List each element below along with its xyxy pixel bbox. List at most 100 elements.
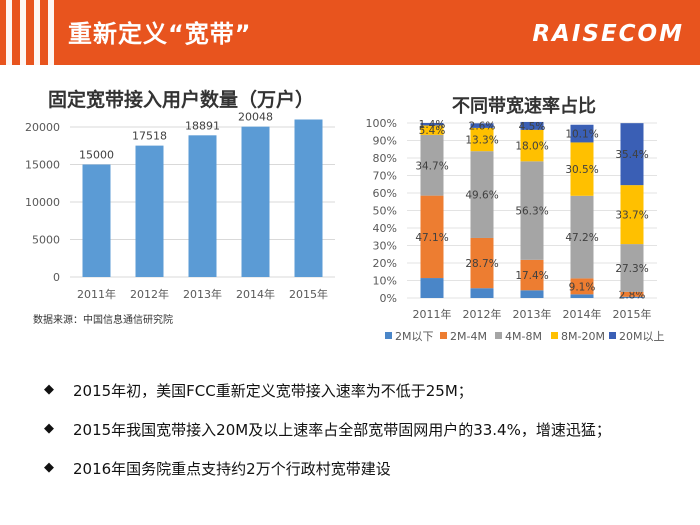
bar-segment — [470, 237, 494, 289]
legend-label: 2M-4M — [450, 330, 487, 343]
legend-swatch — [440, 332, 447, 339]
data-label: 2.6% — [469, 121, 496, 133]
x-tick-label: 2013年 — [183, 287, 222, 301]
bar-segment — [420, 195, 444, 279]
data-label: 10.1% — [565, 129, 598, 141]
bar-segment — [420, 278, 444, 298]
y-tick-label: 20000 — [25, 121, 60, 134]
y-tick-label: 90% — [373, 135, 397, 148]
legend-swatch — [551, 332, 558, 339]
bar-segment — [620, 296, 644, 298]
data-label: 47.1% — [415, 232, 448, 244]
bandwidth-share-chart: 0% 10% 20% 30% 40% 50% 60% 70% 80% 90% 100% 47.1% 34… — [366, 117, 665, 343]
bar — [294, 119, 323, 277]
data-label: 9.1% — [569, 281, 596, 293]
bar-segment — [470, 127, 494, 152]
data-label: 47.2% — [565, 232, 598, 244]
bar — [188, 135, 217, 277]
data-label: 33.7% — [615, 210, 648, 222]
y-tick-label: 100% — [366, 117, 397, 130]
data-label: 18891 — [185, 119, 220, 132]
title-stripe — [34, 0, 40, 65]
title-stripe — [48, 0, 54, 65]
bar-segment — [570, 278, 594, 295]
bar-segment — [520, 161, 544, 260]
legend-swatch — [385, 332, 392, 339]
x-tick-label: 2015年 — [613, 307, 652, 321]
bar-segment — [520, 259, 544, 291]
diamond-bullet-icon: ◆ — [44, 421, 54, 436]
y-tick-label: 0% — [380, 292, 397, 305]
bar-segment — [470, 123, 494, 128]
data-label: 17518 — [132, 130, 167, 143]
y-tick-label: 60% — [373, 187, 397, 200]
y-tick-label: 50% — [373, 205, 397, 218]
data-label: 4.5% — [519, 121, 546, 133]
y-tick-label: 20% — [373, 257, 397, 270]
data-label: 28.7% — [465, 258, 498, 270]
y-tick-label: 10% — [373, 275, 397, 288]
data-label: 35.4% — [615, 149, 648, 161]
data-label: 49.6% — [465, 190, 498, 202]
legend-swatch — [609, 332, 616, 339]
chart1-title: 固定宽带接入用户数量（万户） — [48, 89, 315, 111]
x-tick-label: 2015年 — [289, 287, 328, 301]
diamond-bullet-icon: ◆ — [44, 460, 54, 475]
y-tick-label: 15000 — [25, 159, 60, 172]
bar-segment — [420, 125, 444, 135]
diamond-bullet-icon: ◆ — [44, 382, 54, 397]
legend-label: 20M以上 — [619, 330, 665, 343]
y-tick-label: 0 — [53, 271, 60, 284]
bar-segment — [620, 123, 644, 186]
bar-segment — [470, 151, 494, 238]
data-label: 20048 — [238, 111, 273, 124]
bar-segment — [570, 294, 594, 298]
bar-segment — [620, 185, 644, 245]
legend-label: 8M-20M — [561, 330, 605, 343]
data-label: 5.4% — [419, 125, 446, 137]
bar-segment — [620, 244, 644, 292]
data-label: 18.0% — [515, 141, 548, 153]
bullet-text: 2015年初，美国FCC重新定义宽带接入速率为不低于25M； — [73, 382, 473, 400]
bar-segment — [570, 124, 594, 143]
y-tick-label: 70% — [373, 170, 397, 183]
data-label: 15000 — [79, 149, 114, 162]
x-tick-label: 2011年 — [77, 287, 116, 301]
x-tick-label: 2013年 — [513, 307, 552, 321]
data-label: 1.4% — [419, 119, 446, 131]
legend-label: 4M-8M — [505, 330, 542, 343]
legend-swatch — [495, 332, 502, 339]
bar-segment — [620, 291, 644, 297]
bar — [135, 145, 164, 277]
bar-segment — [520, 290, 544, 298]
data-label: 27.3% — [615, 263, 648, 275]
x-tick-label: 2014年 — [563, 307, 602, 321]
chart2-title: 不同带宽速率占比 — [452, 96, 596, 117]
bar-segment — [570, 195, 594, 279]
title-bar: 重新定义“宽带” RAISECOM — [0, 0, 700, 65]
data-label: 2.8% — [619, 289, 646, 301]
x-tick-label: 2014年 — [236, 287, 275, 301]
bar — [82, 164, 111, 277]
company-logo: RAISECOM — [532, 21, 684, 47]
x-tick-label: 2012年 — [130, 287, 169, 301]
data-label: 13.3% — [465, 135, 498, 147]
bullet-text: 2016年国务院重点支持约2万个行政村宽带建设 — [73, 460, 391, 478]
title-stripe — [6, 0, 12, 65]
legend-label: 2M以下 — [395, 330, 434, 343]
subscriber-bar-chart: 0 5000 10000 15000 20000 15000 2011年 17518 2012年… — [25, 111, 335, 301]
bar-segment — [570, 142, 594, 196]
title-stripe — [20, 0, 26, 65]
bar-segment — [470, 288, 494, 298]
bar-segment — [520, 121, 544, 130]
bar-segment — [420, 134, 444, 196]
y-tick-label: 40% — [373, 222, 397, 235]
x-tick-label: 2012年 — [463, 307, 502, 321]
data-label: 34.7% — [415, 160, 448, 172]
data-label: 17.4% — [515, 270, 548, 282]
data-label: 30.5% — [565, 164, 598, 176]
bar-segment — [520, 129, 544, 162]
x-tick-label: 2011年 — [413, 307, 452, 321]
data-label: 56.3% — [515, 206, 548, 218]
slide-title: 重新定义“宽带” — [68, 20, 252, 48]
